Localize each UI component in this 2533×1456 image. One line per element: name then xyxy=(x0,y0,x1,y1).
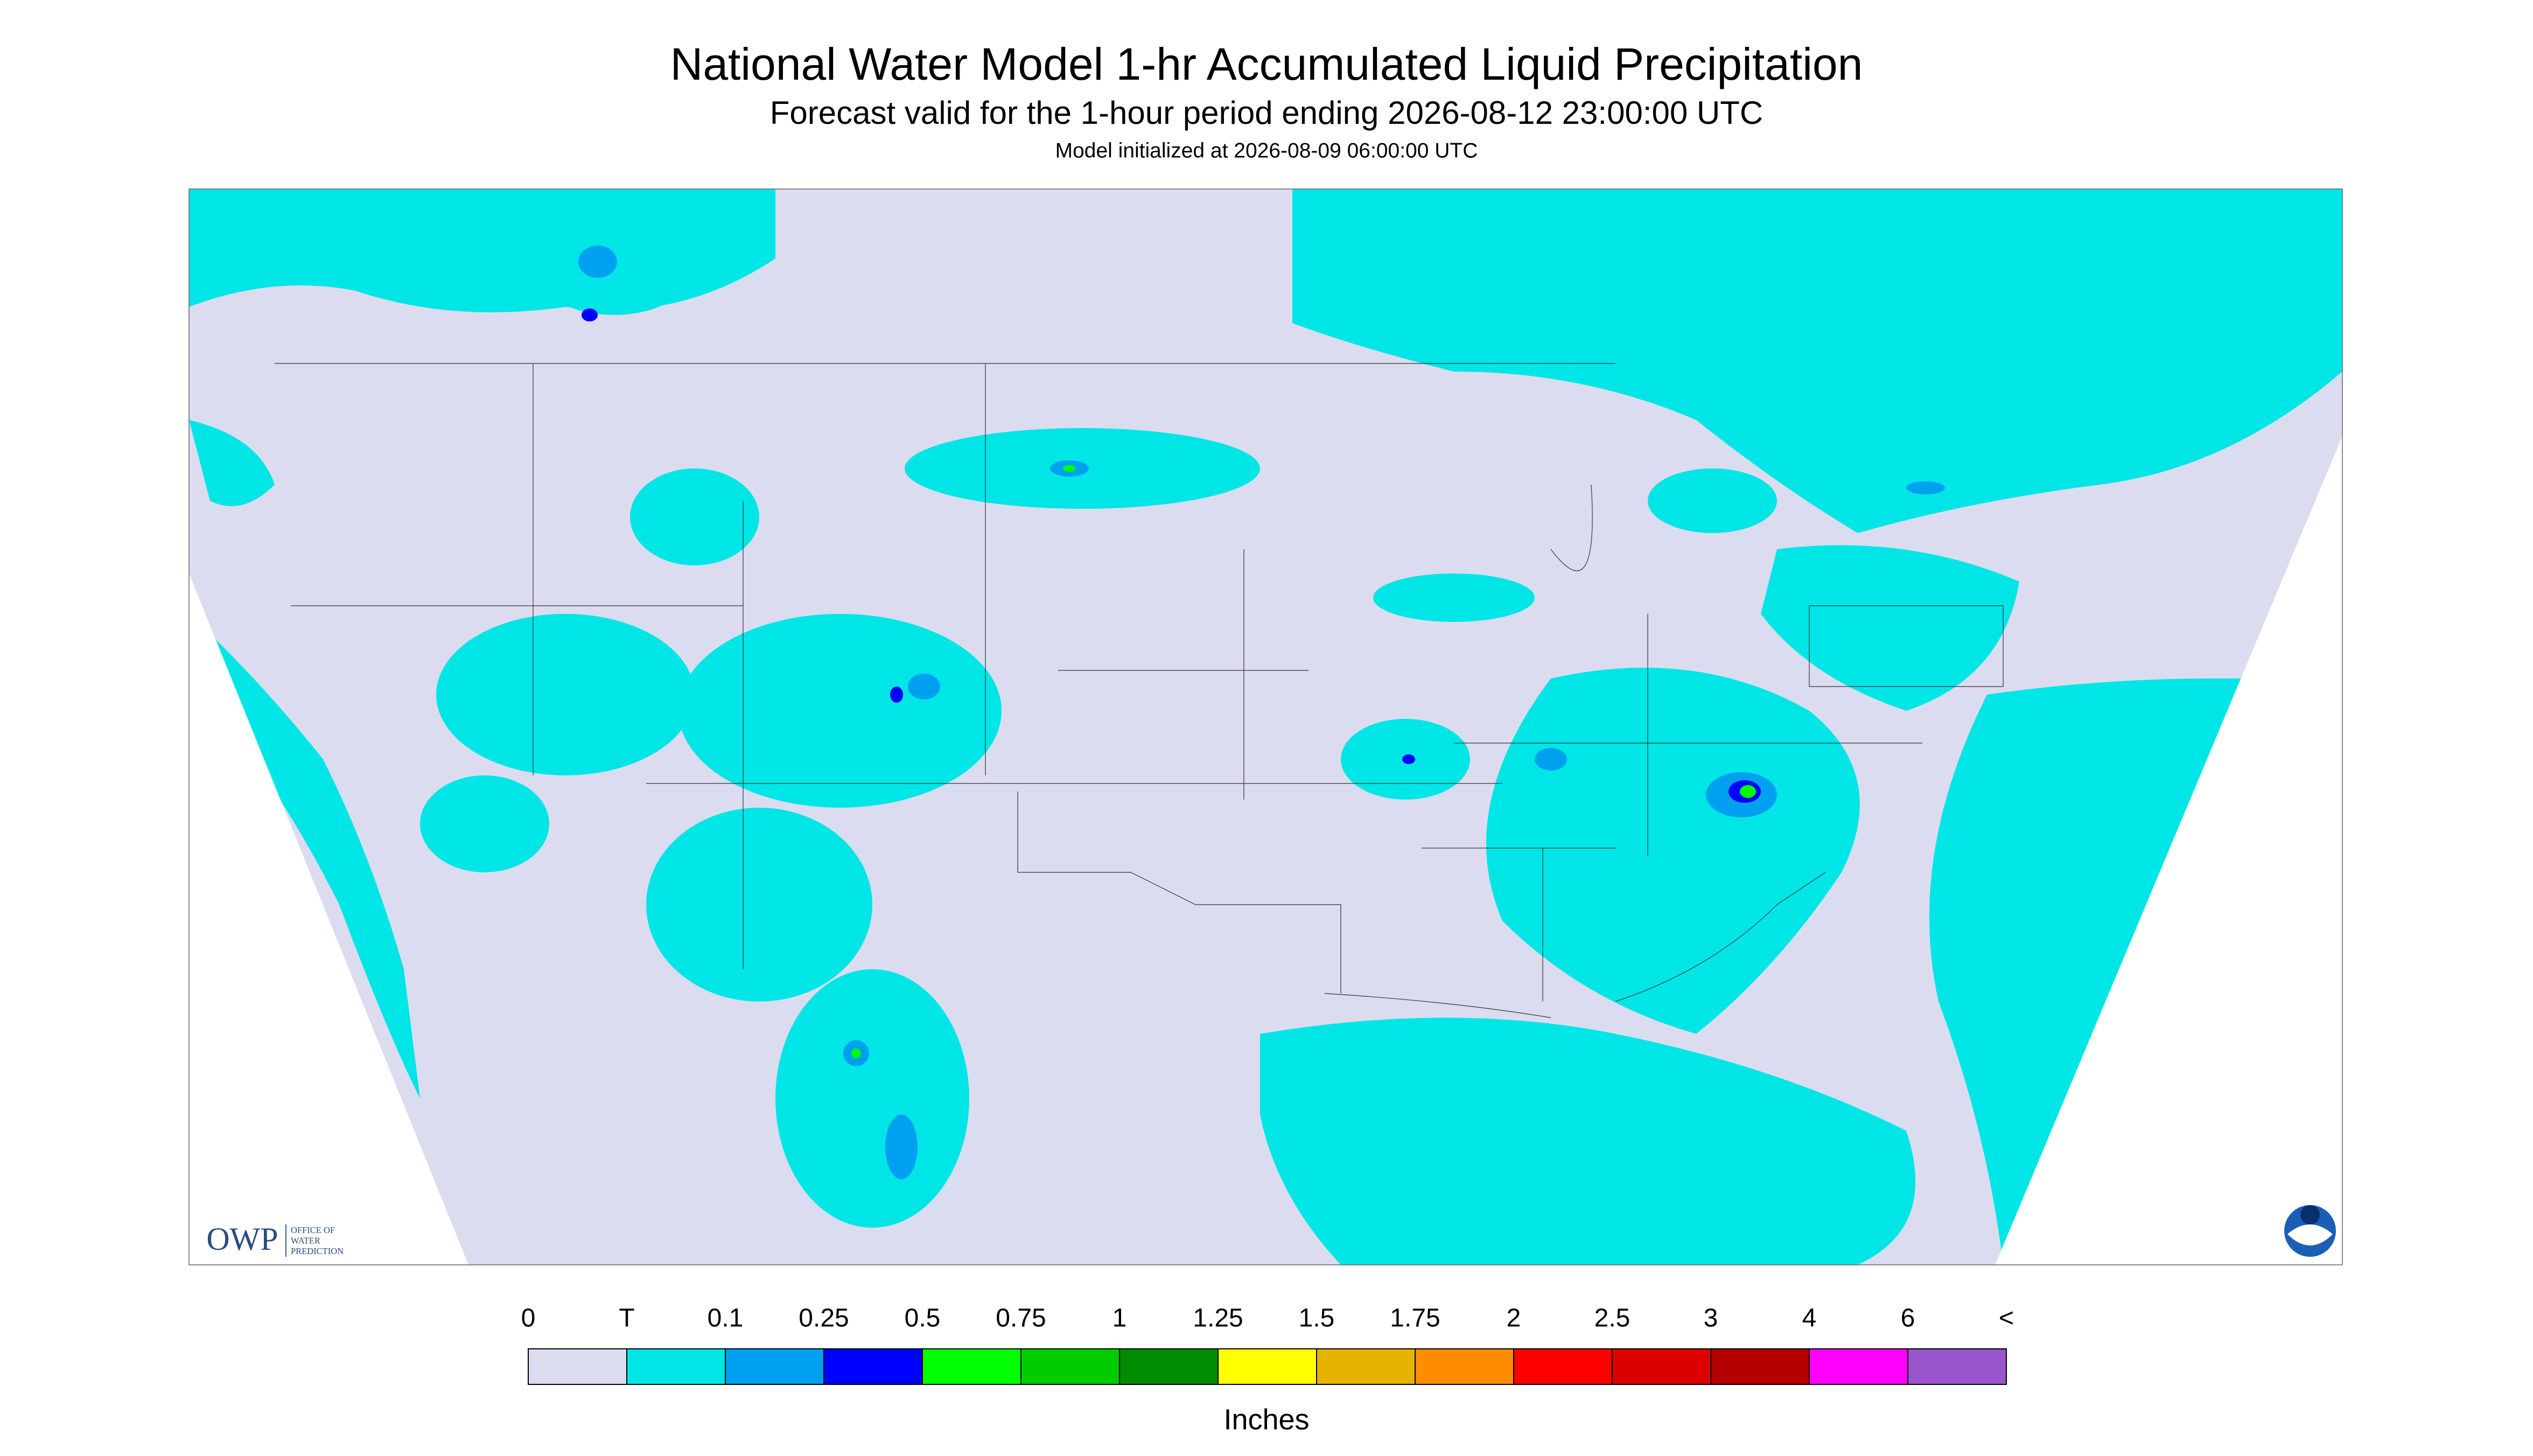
init-time: Model initialized at 2026-08-09 06:00:00… xyxy=(1055,139,1478,162)
legend-label: 1.75 xyxy=(1390,1304,1440,1333)
legend-label: 0.5 xyxy=(905,1304,941,1333)
legend-label: 0.25 xyxy=(799,1304,849,1333)
legend-swatch xyxy=(1316,1348,1416,1385)
owp-logo: OWP OFFICE OF WATER PREDICTION xyxy=(206,1221,344,1257)
legend-label: 4 xyxy=(1802,1304,1817,1333)
legend-unit: Inches xyxy=(1223,1403,1309,1436)
legend: 0 T 0.1 0.25 0.5 0.75 1 1.25 1.5 1.75 2 2.5 3 4 6 < xyxy=(521,1304,2014,1385)
logo-line: WATER xyxy=(291,1235,320,1245)
legend-label: 1.5 xyxy=(1299,1304,1335,1333)
legend-label: 2 xyxy=(1507,1304,1521,1333)
legend-label: T xyxy=(619,1304,634,1333)
subtitle: Forecast valid for the 1-hour period end… xyxy=(770,95,1763,131)
legend-swatch xyxy=(626,1348,726,1385)
logo-line: PREDICTION xyxy=(291,1246,344,1256)
legend-label: < xyxy=(1999,1304,2014,1333)
legend-swatch xyxy=(1119,1348,1219,1385)
legend-swatch xyxy=(922,1348,1021,1385)
legend-swatch xyxy=(1415,1348,1514,1385)
legend-swatch xyxy=(1513,1348,1613,1385)
legend-swatch xyxy=(1809,1348,1908,1385)
title: National Water Model 1-hr Accumulated Li… xyxy=(670,39,1863,89)
legend-swatch xyxy=(725,1348,824,1385)
legend-swatch xyxy=(1217,1348,1317,1385)
logo-line: OFFICE OF xyxy=(291,1225,335,1235)
map: OWP OFFICE OF WATER PREDICTION xyxy=(188,188,2343,1265)
legend-label: 0.75 xyxy=(996,1304,1046,1333)
noaa-logo xyxy=(2284,1205,2336,1257)
legend-swatch xyxy=(1020,1348,1120,1385)
legend-label: 3 xyxy=(1704,1304,1718,1333)
legend-label: 1.25 xyxy=(1193,1304,1243,1333)
legend-label: 0 xyxy=(521,1304,536,1333)
legend-label: 2.5 xyxy=(1594,1304,1631,1333)
legend-label: 1 xyxy=(1112,1304,1127,1333)
logo-name: OWP xyxy=(206,1221,278,1257)
legend-swatch xyxy=(1710,1348,1810,1385)
legend-label: 6 xyxy=(1901,1304,1915,1333)
legend-label: 0.1 xyxy=(708,1304,744,1333)
legend-swatch xyxy=(1907,1348,2007,1385)
legend-swatch xyxy=(1612,1348,1711,1385)
legend-swatch xyxy=(823,1348,923,1385)
legend-swatch xyxy=(528,1348,627,1385)
